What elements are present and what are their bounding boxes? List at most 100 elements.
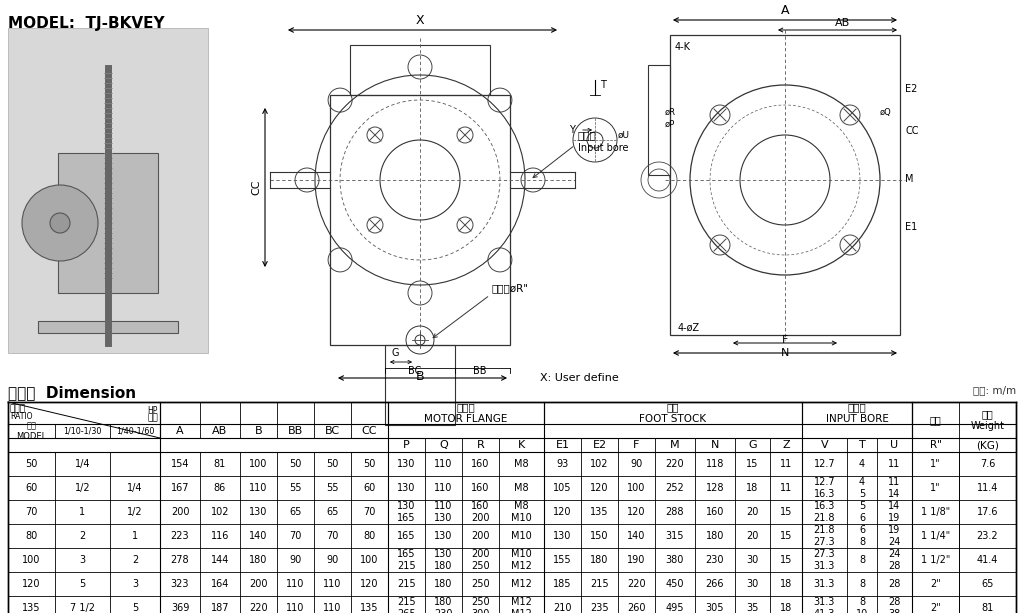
Text: 2: 2 <box>132 555 138 565</box>
Text: 1 1/8": 1 1/8" <box>921 507 950 517</box>
Text: 21.8
27.3: 21.8 27.3 <box>814 525 836 547</box>
Text: 30: 30 <box>746 555 759 565</box>
Text: 315: 315 <box>666 531 684 541</box>
Text: G: G <box>391 348 398 358</box>
Text: 80: 80 <box>364 531 376 541</box>
Text: 50: 50 <box>290 459 302 469</box>
Text: 單位: m/m: 單位: m/m <box>973 385 1016 395</box>
Text: 70: 70 <box>290 531 302 541</box>
Text: F: F <box>781 335 788 345</box>
Text: 1/4: 1/4 <box>75 459 90 469</box>
Text: 118: 118 <box>706 459 724 469</box>
Text: 305: 305 <box>706 603 724 613</box>
Text: 8: 8 <box>859 579 865 589</box>
Text: X: User define: X: User define <box>540 373 618 383</box>
Text: 130: 130 <box>434 531 453 541</box>
Text: 11: 11 <box>780 483 793 493</box>
Text: 8
10: 8 10 <box>856 597 868 613</box>
Text: 81: 81 <box>981 603 993 613</box>
Text: 110: 110 <box>287 579 305 589</box>
Text: 14
19: 14 19 <box>889 501 901 523</box>
Text: 120: 120 <box>628 507 646 517</box>
Text: 120: 120 <box>553 507 571 517</box>
Text: 重量
Weight: 重量 Weight <box>971 409 1005 431</box>
Text: 144: 144 <box>211 555 229 565</box>
Text: 155: 155 <box>553 555 571 565</box>
Text: AB: AB <box>835 18 850 28</box>
Text: 105: 105 <box>553 483 571 493</box>
Text: N: N <box>711 440 719 450</box>
Text: 90: 90 <box>290 555 302 565</box>
Text: MODEL:  TJ-BKVEY: MODEL: TJ-BKVEY <box>8 16 165 31</box>
Text: 210: 210 <box>553 603 571 613</box>
Text: 20: 20 <box>746 507 759 517</box>
Text: M12
M12: M12 M12 <box>511 597 531 613</box>
Text: R": R" <box>930 440 941 450</box>
Text: 18: 18 <box>746 483 759 493</box>
Text: 2": 2" <box>930 579 941 589</box>
Text: 86: 86 <box>214 483 226 493</box>
Text: 110: 110 <box>324 603 342 613</box>
Text: M8: M8 <box>514 483 528 493</box>
Text: 1/10-1/30: 1/10-1/30 <box>63 427 101 435</box>
Text: 180: 180 <box>706 531 724 541</box>
Text: 220: 220 <box>249 603 268 613</box>
Text: 11.4: 11.4 <box>977 483 998 493</box>
Text: 160: 160 <box>706 507 724 517</box>
Text: 31.3: 31.3 <box>814 579 836 589</box>
Text: G: G <box>749 440 757 450</box>
Text: 70: 70 <box>327 531 339 541</box>
Text: Z: Z <box>782 440 790 450</box>
Text: 223: 223 <box>171 531 189 541</box>
Text: BB: BB <box>288 426 303 436</box>
Text: 160: 160 <box>471 459 489 469</box>
Text: 369: 369 <box>171 603 189 613</box>
Text: 8: 8 <box>859 555 865 565</box>
Text: 130: 130 <box>249 507 267 517</box>
Text: 1/40-1/60: 1/40-1/60 <box>116 427 155 435</box>
Text: 4-K: 4-K <box>675 42 691 52</box>
Text: 1": 1" <box>930 483 941 493</box>
Text: 260: 260 <box>628 603 646 613</box>
Text: Input bore: Input bore <box>578 143 629 153</box>
Text: CC: CC <box>905 126 919 136</box>
Text: 81: 81 <box>214 459 226 469</box>
Text: 5
6: 5 6 <box>859 501 865 523</box>
Text: 1/4: 1/4 <box>127 483 142 493</box>
Text: M10
M12: M10 M12 <box>511 549 531 571</box>
Text: øR: øR <box>665 108 676 117</box>
Text: R: R <box>476 440 484 450</box>
Text: 55: 55 <box>289 483 302 493</box>
Text: (KG): (KG) <box>976 440 999 450</box>
Text: 70: 70 <box>364 507 376 517</box>
Text: 11
14: 11 14 <box>889 477 901 499</box>
Text: 252: 252 <box>666 483 684 493</box>
Text: 120: 120 <box>23 579 41 589</box>
Text: E1: E1 <box>905 222 918 232</box>
Text: 102: 102 <box>590 459 608 469</box>
Text: 18: 18 <box>780 603 793 613</box>
Text: 20: 20 <box>746 531 759 541</box>
Text: 110
130: 110 130 <box>434 501 453 523</box>
Text: 130
165: 130 165 <box>397 501 416 523</box>
Text: 495: 495 <box>666 603 684 613</box>
Text: 250: 250 <box>471 579 489 589</box>
Text: 220: 220 <box>666 459 684 469</box>
FancyBboxPatch shape <box>38 321 178 333</box>
Text: øP: øP <box>665 120 675 129</box>
Text: T: T <box>859 440 865 450</box>
Text: 266: 266 <box>706 579 724 589</box>
Text: RATIO: RATIO <box>10 412 33 421</box>
Text: 24
28: 24 28 <box>888 549 901 571</box>
Text: 70: 70 <box>26 507 38 517</box>
Text: 110: 110 <box>287 603 305 613</box>
Text: 110: 110 <box>249 483 267 493</box>
Text: 380: 380 <box>666 555 684 565</box>
Text: 4-øZ: 4-øZ <box>678 323 700 333</box>
Text: 19
24: 19 24 <box>888 525 901 547</box>
Text: 15: 15 <box>780 555 793 565</box>
Text: 187: 187 <box>211 603 229 613</box>
FancyBboxPatch shape <box>58 153 158 293</box>
Text: 1 1/2": 1 1/2" <box>921 555 950 565</box>
Text: 5: 5 <box>132 603 138 613</box>
